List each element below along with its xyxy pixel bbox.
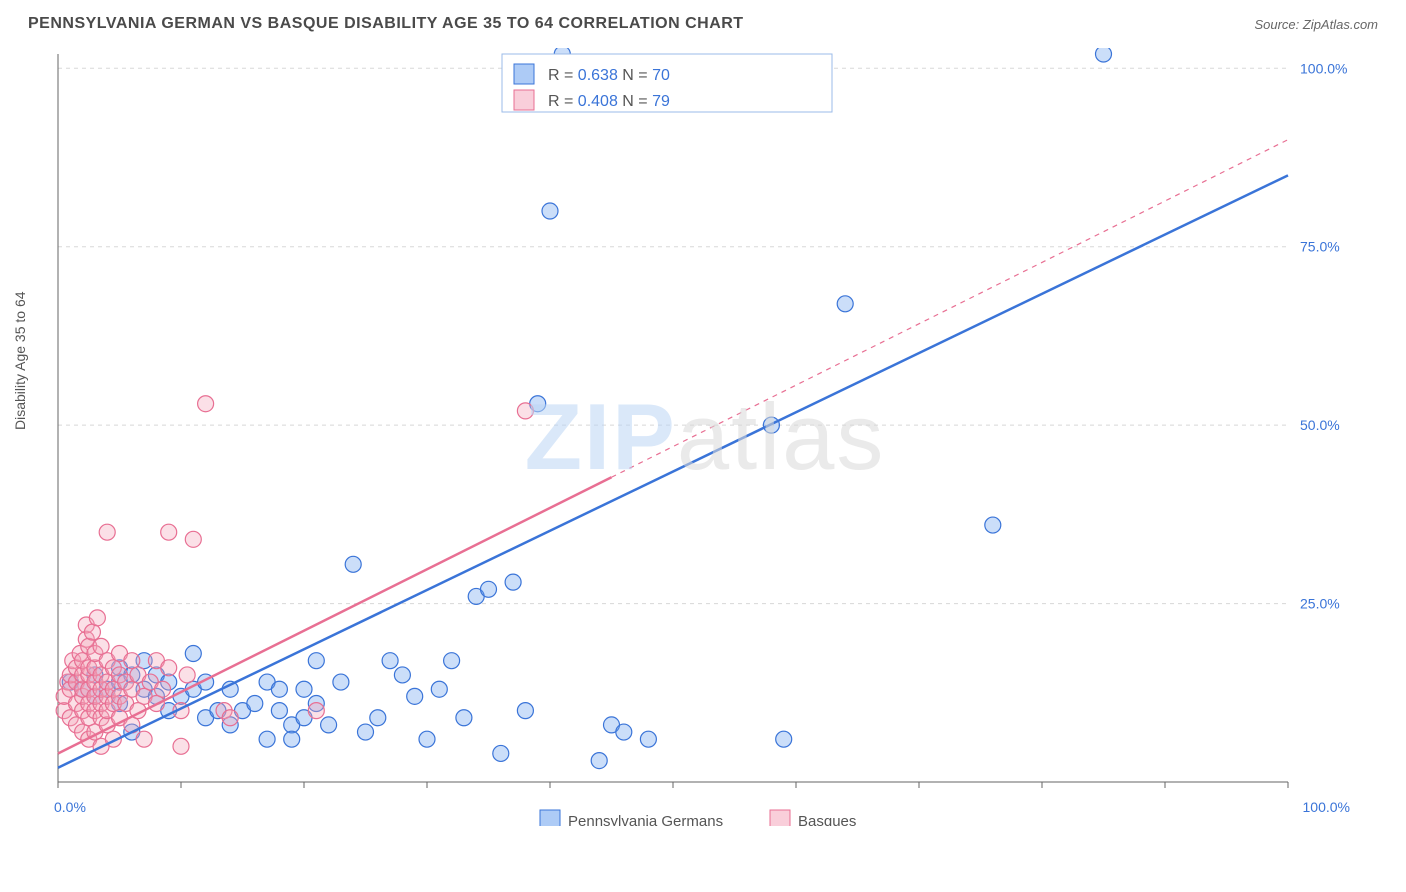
svg-text:R = 0.638 N = 70: R = 0.638 N = 70 [548, 67, 670, 84]
chart-svg: 25.0% 50.0% 75.0% 100.0% 0.0% 100.0% R = 0.638… [50, 48, 1360, 826]
svg-text:75.0%: 75.0% [1300, 239, 1340, 255]
svg-text:100.0%: 100.0% [1303, 799, 1350, 815]
y-axis-label: Disability Age 35 to 64 [12, 291, 28, 430]
page-title: PENNSYLVANIA GERMAN VS BASQUE DISABILITY… [28, 15, 744, 33]
source-attribution: Source: ZipAtlas.com [1254, 17, 1378, 32]
svg-text:0.0%: 0.0% [54, 799, 86, 815]
svg-text:100.0%: 100.0% [1300, 60, 1347, 76]
svg-text:R = 0.408 N = 79: R = 0.408 N = 79 [548, 93, 670, 110]
scatter-chart: ZIPatlas 25.0%50.0%75.0%100.0%0.0%100.0%… [50, 48, 1360, 826]
svg-text:25.0%: 25.0% [1300, 596, 1340, 612]
svg-text:Basques: Basques [798, 813, 856, 826]
svg-text:Pennsylvania Germans: Pennsylvania Germans [568, 813, 723, 826]
svg-text:50.0%: 50.0% [1300, 417, 1340, 433]
